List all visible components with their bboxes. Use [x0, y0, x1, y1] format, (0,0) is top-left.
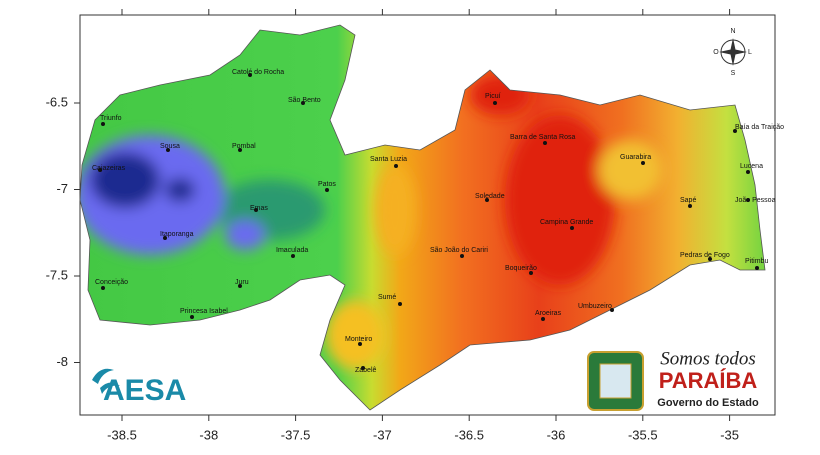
city-dot: [238, 148, 242, 152]
city-label: Barra de Santa Rosa: [510, 134, 575, 141]
slogan: Somos todos: [660, 348, 756, 369]
paraiba-logo: Somos todos PARAÍBA Governo do Estado: [587, 348, 759, 411]
city-dot: [101, 122, 105, 126]
city-dot: [746, 170, 750, 174]
city-dot: [254, 208, 258, 212]
city-dot: [163, 236, 167, 240]
city-dot: [248, 73, 252, 77]
city-label: Campina Grande: [540, 219, 593, 226]
city-label: Aroeiras: [535, 310, 562, 317]
city-dot: [733, 129, 737, 133]
city-dot: [190, 315, 194, 319]
city-label: Pombal: [232, 143, 256, 150]
city-label: Santa Luzia: [370, 156, 407, 163]
city-label: Triunfo: [100, 115, 122, 122]
city-dot: [746, 198, 750, 202]
city-label: Conceição: [95, 279, 128, 286]
compass-label: N: [730, 28, 735, 35]
x-tick-label: -36: [547, 427, 566, 442]
x-tick-label: -37: [373, 427, 392, 442]
city-dot: [291, 254, 295, 258]
aesa-text: AESA: [103, 374, 186, 407]
city-label: Lucena: [740, 163, 763, 170]
x-tick-label: -37.5: [281, 427, 311, 442]
city-label: Guarabira: [620, 154, 651, 161]
city-dot: [238, 284, 242, 288]
city-dot: [301, 101, 305, 105]
x-tick-label: -35: [720, 427, 739, 442]
city-dot: [543, 141, 547, 145]
x-tick-label: -36.5: [454, 427, 484, 442]
compass-label: S: [731, 70, 736, 77]
city-label: Patos: [318, 181, 336, 188]
city-dot: [485, 198, 489, 202]
city-label: Soledade: [475, 193, 505, 200]
y-tick-label: -7: [56, 181, 68, 196]
city-label: Pedras de Fogo: [680, 252, 730, 259]
city-label: Imaculada: [276, 247, 308, 254]
city-label: Monteiro: [345, 336, 372, 343]
city-label: Princesa Isabel: [180, 308, 228, 315]
y-tick-label: -7.5: [46, 267, 68, 282]
city-label: São João do Cariri: [430, 247, 488, 254]
city-label: Pitimbu: [745, 258, 768, 265]
government: Governo do Estado: [657, 397, 759, 409]
city-dot: [610, 308, 614, 312]
city-dot: [325, 188, 329, 192]
aesa-logo: AESA: [92, 368, 186, 407]
city-dot: [460, 254, 464, 258]
city-dot: [394, 164, 398, 168]
city-dot: [166, 148, 170, 152]
city-label: Sumé: [378, 294, 396, 301]
city-label: Emas: [250, 205, 268, 212]
x-tick-label: -35.5: [628, 427, 658, 442]
city-label: Cajazeiras: [92, 165, 126, 172]
city-label: Juru: [235, 279, 249, 286]
city-label: Itaporanga: [160, 231, 194, 238]
city-dot: [358, 342, 362, 346]
city-label: Sousa: [160, 143, 180, 150]
city-dot: [708, 257, 712, 261]
city-label: São Bento: [288, 97, 321, 104]
city-label: Sapé: [680, 197, 696, 204]
city-label: Catolé do Rocha: [232, 69, 284, 76]
city-label: Umbuzeiro: [578, 303, 612, 310]
city-dot: [101, 286, 105, 290]
city-dot: [529, 271, 533, 275]
city-dot: [98, 168, 102, 172]
city-dot: [641, 161, 645, 165]
state-name: PARAÍBA: [659, 368, 758, 393]
city-label: Boqueirão: [505, 265, 537, 272]
compass-label: O: [713, 49, 719, 56]
x-tick-label: -38: [199, 427, 218, 442]
city-dot: [541, 317, 545, 321]
x-tick-label: -38.5: [107, 427, 137, 442]
city-label: Picuí: [485, 93, 501, 100]
city-label: Baía da Traição: [735, 124, 784, 131]
city-dot: [570, 226, 574, 230]
city-dot: [688, 204, 692, 208]
city-dot: [398, 302, 402, 306]
city-dot: [361, 366, 365, 370]
city-label: João Pessoa: [735, 197, 776, 204]
city-dot: [493, 101, 497, 105]
y-tick-label: -8: [56, 354, 68, 369]
compass-label: L: [748, 49, 752, 56]
city-dot: [755, 266, 759, 270]
y-tick-label: -6.5: [46, 94, 68, 109]
city-label: Zabelê: [355, 367, 377, 374]
compass: [719, 38, 747, 66]
